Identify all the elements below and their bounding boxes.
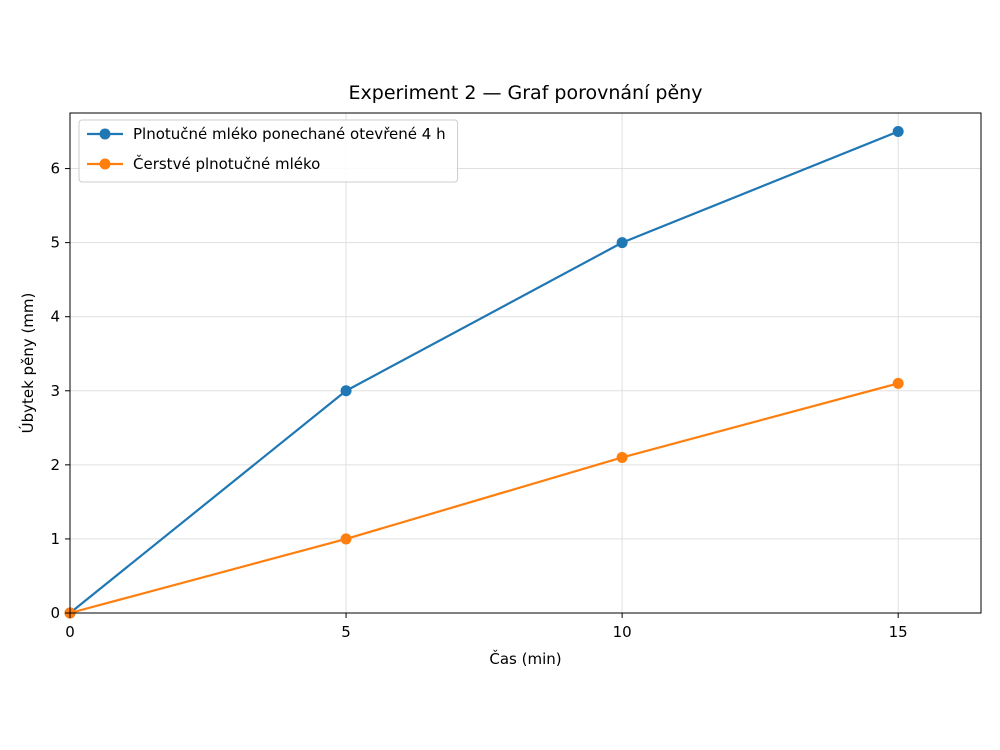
- y-tick-label: 2: [50, 456, 60, 474]
- axis-ticks: 0 5 10 15 0 1 2 3 4 5 6: [50, 160, 907, 641]
- y-tick-label: 0: [50, 604, 60, 622]
- x-axis-title: Čas (min): [489, 649, 561, 668]
- grid: [69, 113, 981, 614]
- x-tick-label: 0: [65, 623, 75, 641]
- x-tick-label: 15: [889, 623, 908, 641]
- legend-item: Plnotučné mléko ponechané otevřené 4 h: [87, 125, 446, 143]
- y-tick-label: 5: [50, 234, 60, 252]
- legend-marker: [99, 128, 111, 140]
- series-2: [64, 377, 904, 619]
- x-tick-label: 10: [613, 623, 632, 641]
- series-line: [69, 130, 899, 614]
- data-point: [340, 533, 352, 545]
- y-tick-label: 1: [50, 530, 60, 548]
- data-point: [616, 237, 628, 249]
- legend-label: Čerstvé plnotučné mléko: [133, 154, 320, 173]
- series-line: [69, 382, 899, 615]
- legend: Plnotučné mléko ponechané otevřené 4 h Če…: [78, 119, 459, 183]
- y-axis-title: Úbytek pěny (mm): [18, 293, 37, 434]
- data-point: [892, 126, 904, 138]
- legend-marker: [99, 158, 111, 170]
- legend-label: Plnotučné mléko ponechané otevřené 4 h: [133, 125, 446, 143]
- legend-item: Čerstvé plnotučné mléko: [87, 154, 320, 173]
- plot-frame: [69, 112, 982, 614]
- y-tick-label: 3: [50, 382, 60, 400]
- series-layer: [64, 126, 904, 619]
- data-point: [340, 385, 352, 397]
- series-1: [64, 126, 904, 619]
- y-tick-label: 6: [50, 160, 60, 178]
- y-tick-label: 4: [50, 308, 60, 326]
- x-tick-label: 5: [341, 623, 351, 641]
- data-point: [892, 377, 904, 389]
- legend-items: Plnotučné mléko ponechané otevřené 4 h Če…: [87, 125, 446, 173]
- chart-title: Experiment 2 — Graf porovnání pěny: [349, 82, 703, 104]
- legend-box: [78, 119, 459, 183]
- data-point: [616, 451, 628, 463]
